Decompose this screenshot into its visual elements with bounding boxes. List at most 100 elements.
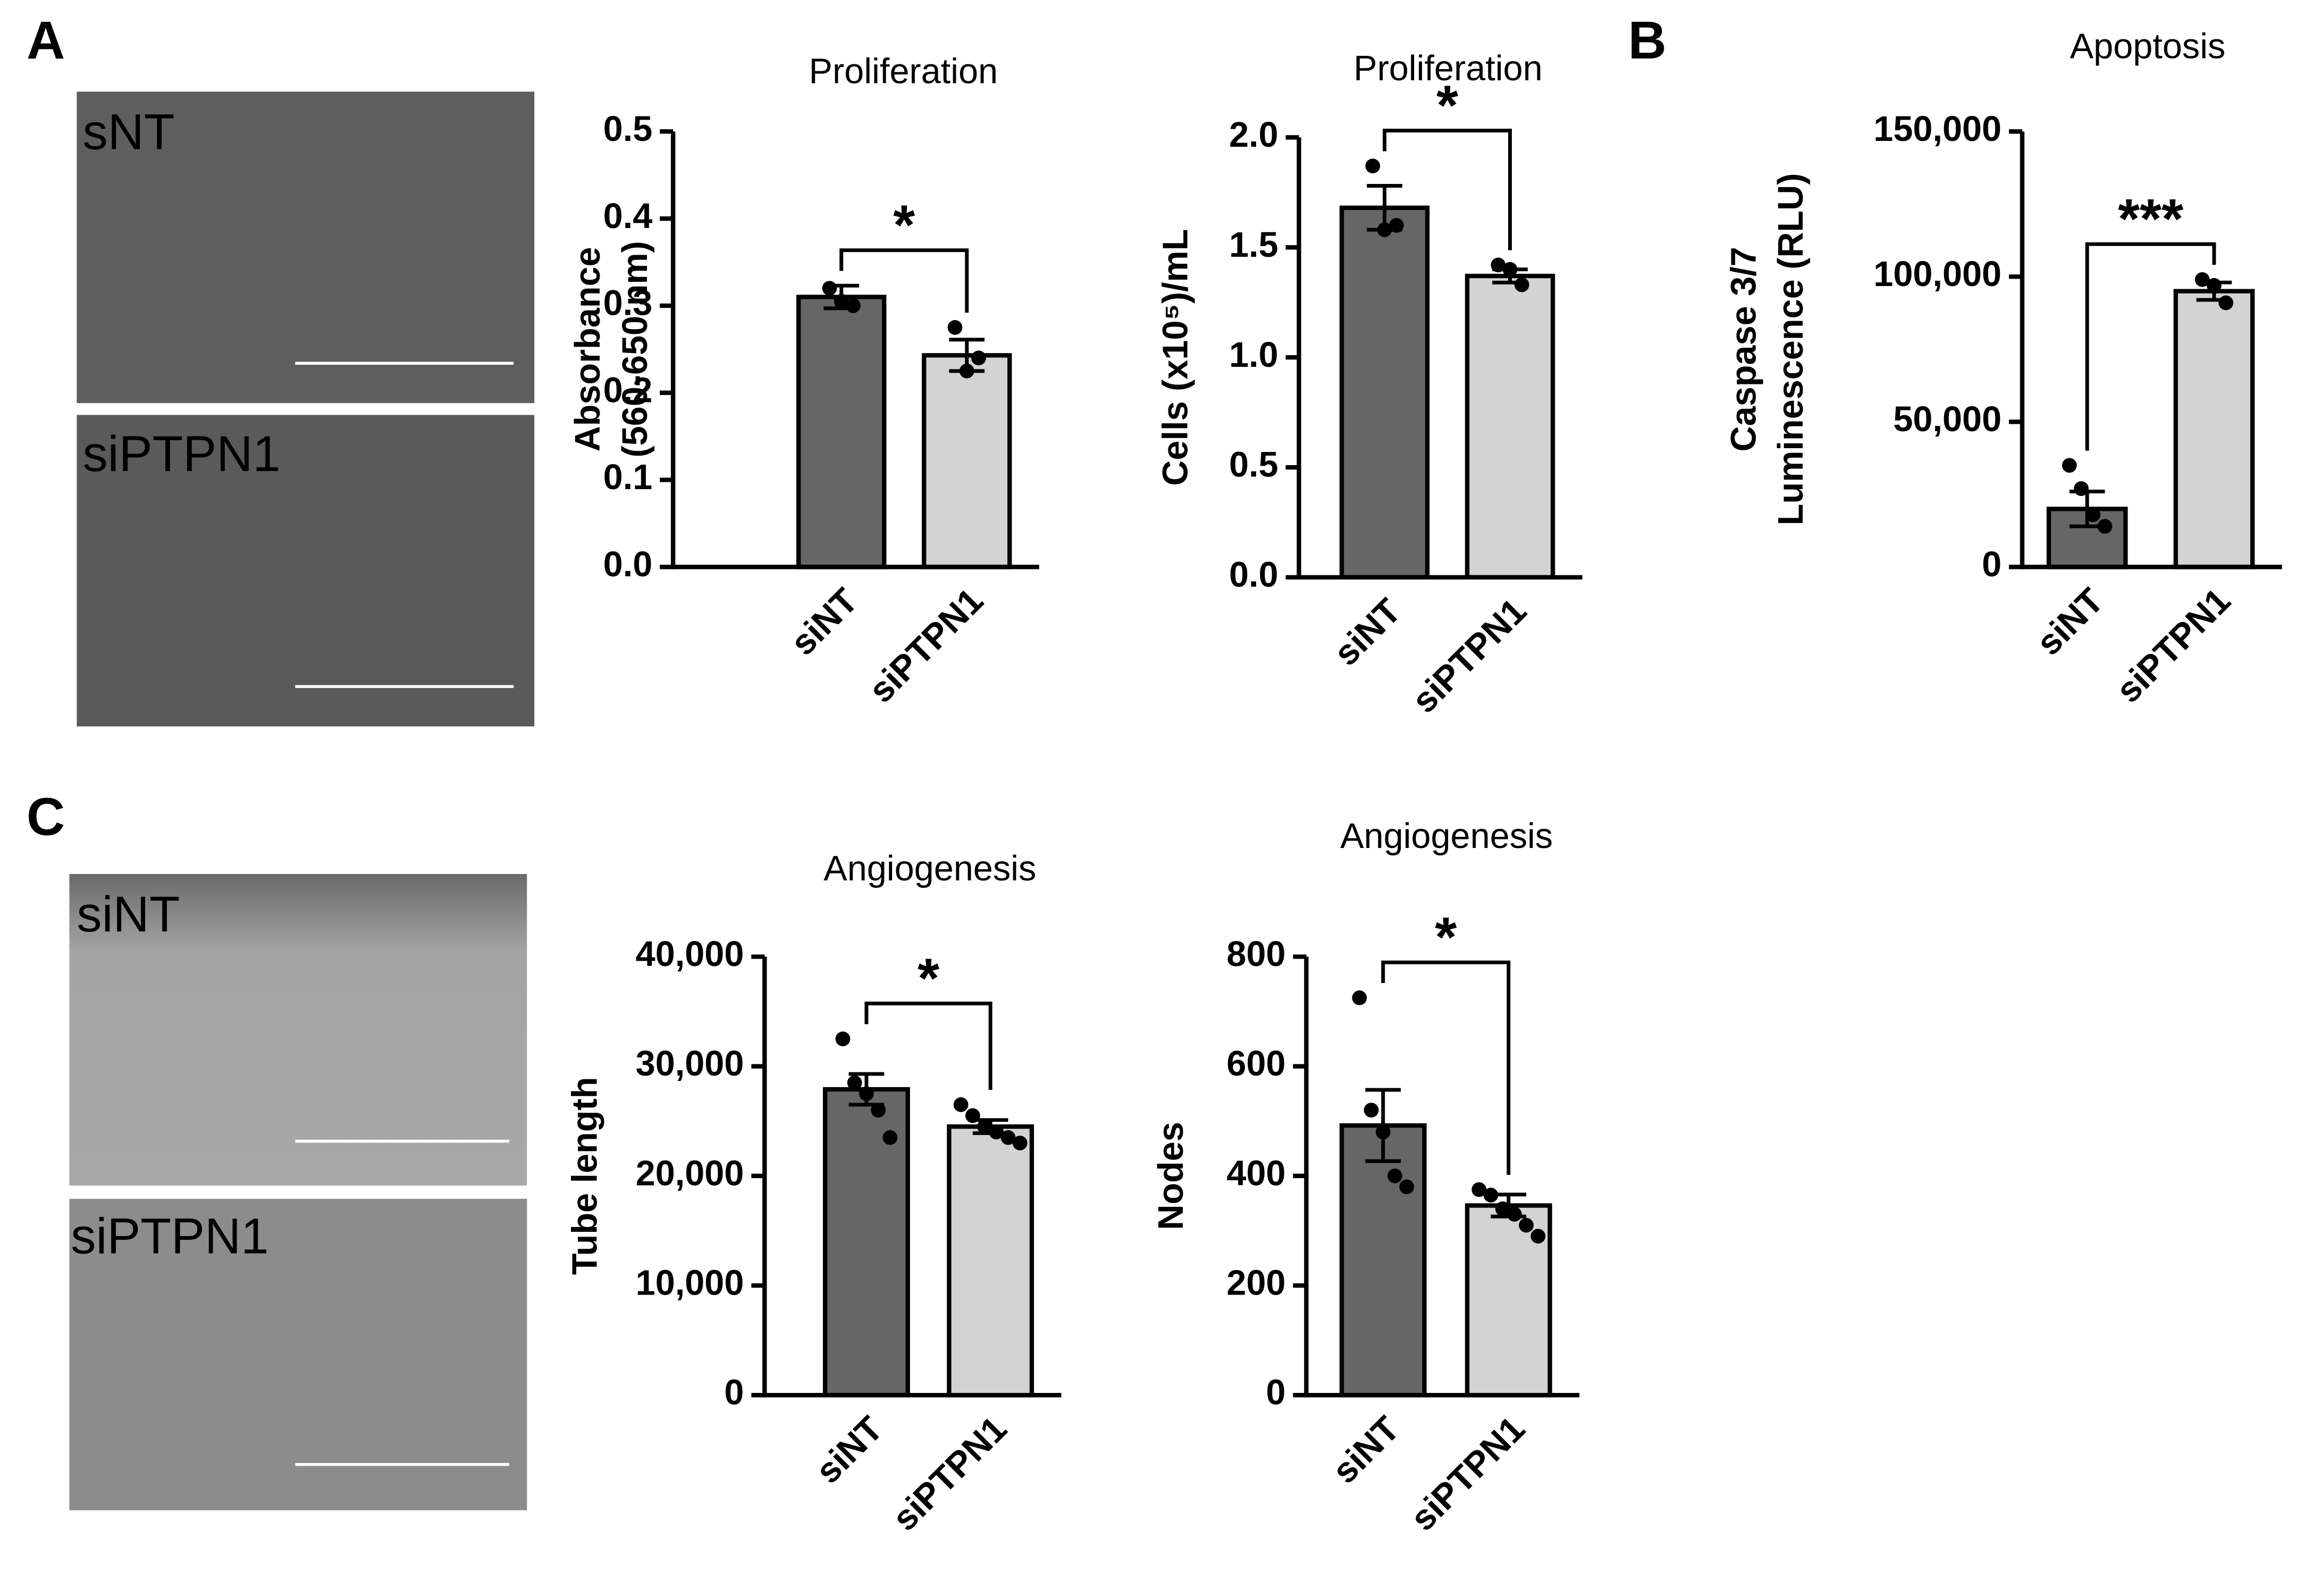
y-tick-label: 0.0 (603, 545, 653, 584)
significance-bracket (864, 1002, 993, 1090)
significance-bracket (2085, 242, 2216, 451)
y-tick-label: 0.1 (603, 458, 653, 497)
data-point (834, 293, 849, 309)
data-point (2097, 519, 2113, 534)
x-tick-label: siNT (809, 1409, 890, 1491)
y-axis-label: Absorbance (568, 247, 608, 451)
bar (1465, 273, 1555, 580)
y-tick-label: 30,000 (636, 1044, 744, 1083)
y-tick-label: 800 (1226, 935, 1285, 974)
data-point (989, 1124, 1004, 1140)
micrograph-label: siPTPN1 (82, 426, 280, 482)
y-tick-label: 40,000 (636, 935, 744, 974)
bar (922, 353, 1012, 569)
y-tick-label: 0.5 (1229, 446, 1279, 485)
y-tick-label: 0.4 (603, 197, 653, 236)
y-tick-label: 10,000 (636, 1264, 744, 1303)
y-axis-label: Tube length (566, 1077, 605, 1275)
panel-label: C (27, 787, 65, 846)
data-point (1387, 1168, 1402, 1183)
data-point (2207, 278, 2222, 293)
significance-label: * (1436, 74, 1458, 137)
x-tick-label: siPTPN1 (1403, 1409, 1533, 1538)
chart-title: Proliferation (809, 52, 998, 91)
significance-label: *** (2118, 188, 2183, 250)
bar (947, 1124, 1034, 1398)
data-point (1000, 1130, 1016, 1145)
y-axis-label: Cells (x10⁵)/mL (1156, 229, 1195, 486)
significance-bracket (839, 248, 969, 313)
x-tick-label: siPTPN1 (1404, 591, 1534, 720)
x-tick-label: siNT (784, 581, 865, 663)
data-point (847, 1075, 862, 1090)
chart-title: Angiogenesis (1340, 817, 1553, 856)
y-tick-label: 200 (1226, 1264, 1285, 1303)
data-point (2062, 458, 2077, 473)
data-point (1352, 990, 1367, 1005)
y-axis-label: Nodes (1151, 1122, 1191, 1230)
micrograph-label: sNT (82, 105, 174, 161)
data-point (871, 1103, 886, 1118)
x-tick-label: siNT (2029, 581, 2111, 663)
y-tick-label: 0 (1266, 1373, 1285, 1413)
data-point (1364, 1103, 1379, 1118)
data-point (2074, 481, 2089, 496)
data-point (1519, 1217, 1534, 1233)
data-point (822, 281, 837, 296)
panel-label: A (27, 11, 65, 70)
data-point (846, 298, 861, 313)
data-point (1375, 1124, 1391, 1140)
y-tick-label: 0 (1982, 545, 2001, 584)
data-point (1514, 277, 1529, 292)
data-point (971, 350, 986, 366)
x-tick-label: siNT (1326, 591, 1408, 673)
data-point (1365, 158, 1381, 174)
significance-label: * (1435, 906, 1457, 969)
x-tick-label: siPTPN1 (2109, 581, 2238, 710)
data-point (959, 363, 974, 379)
y-tick-label: 0.3 (603, 284, 653, 323)
micrograph (77, 415, 535, 727)
y-tick-label: 1.0 (1229, 335, 1279, 375)
y-tick-label: 600 (1226, 1044, 1285, 1083)
data-point (1502, 262, 1518, 277)
chart-title: Angiogenesis (823, 849, 1036, 888)
bar (1339, 1123, 1427, 1398)
data-point (1399, 1179, 1415, 1195)
data-point (882, 1130, 898, 1145)
y-tick-label: 0.5 (603, 110, 653, 149)
data-point (1530, 1229, 1546, 1244)
data-point (953, 1097, 969, 1112)
y-tick-label: 50,000 (1893, 400, 2001, 439)
y-tick-label: 1.5 (1229, 225, 1279, 265)
y-tick-label: 150,000 (1873, 110, 2001, 149)
micrograph (69, 1198, 527, 1510)
y-tick-label: 20,000 (636, 1154, 744, 1193)
y-tick-label: 400 (1226, 1154, 1285, 1193)
data-point (2085, 507, 2101, 523)
data-point (965, 1108, 980, 1123)
y-axis-label: (560-650 nm) (616, 241, 655, 457)
significance-bracket (1381, 960, 1511, 1175)
y-axis-label: Luminescence (RLU) (1771, 173, 1811, 526)
micrograph-label: siNT (77, 887, 180, 943)
chart-title: Apoptosis (2070, 27, 2226, 66)
panel-label: B (1628, 11, 1667, 70)
data-point (1507, 1207, 1522, 1222)
significance-label: * (918, 947, 939, 1010)
micrograph (69, 873, 527, 1186)
x-tick-label: siNT (1325, 1409, 1407, 1491)
significance-bracket (1383, 129, 1512, 250)
data-point (1495, 1201, 1510, 1216)
x-tick-label: siPTPN1 (861, 581, 990, 710)
data-point (835, 1031, 851, 1046)
micrograph-label: siPTPN1 (71, 1209, 268, 1265)
y-tick-label: 0.0 (1229, 555, 1279, 594)
data-point (1491, 257, 1506, 273)
data-point (1389, 218, 1404, 233)
data-point (1012, 1136, 1028, 1150)
y-tick-label: 0 (724, 1373, 744, 1413)
data-point (977, 1119, 992, 1134)
